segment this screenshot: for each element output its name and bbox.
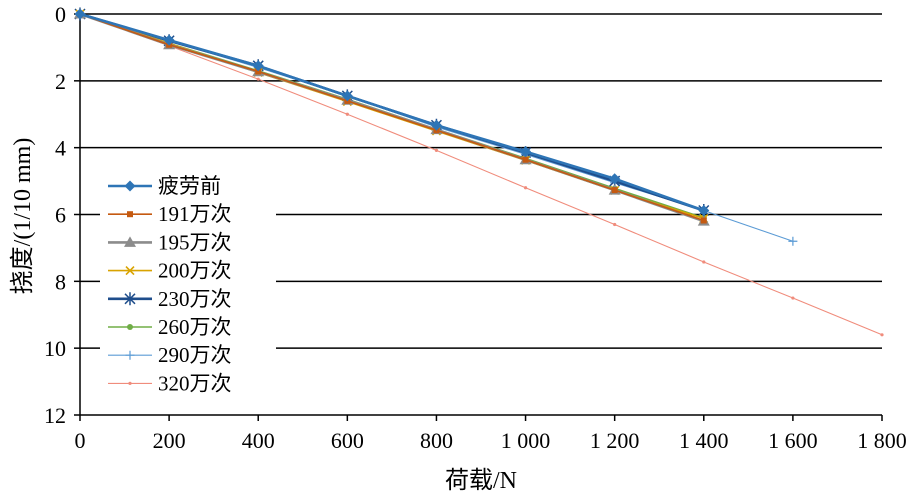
series-8-point	[256, 77, 260, 81]
legend-label: 200万次	[158, 259, 232, 283]
series-1-point	[609, 173, 621, 185]
legend-label: 290万次	[158, 343, 232, 367]
series-2-point	[700, 217, 707, 224]
series-8-point	[702, 260, 706, 264]
x-tick-label: 1 600	[768, 428, 818, 453]
x-axis-title: 荷载/N	[445, 467, 517, 494]
y-axis-title: 挠度/(1/10 mm)	[9, 138, 36, 295]
series-8-point	[523, 186, 528, 190]
series-8-point	[791, 296, 795, 300]
legend-swatch-marker	[125, 266, 135, 276]
series-1-line	[79, 12, 705, 212]
legend-label: 320万次	[158, 371, 232, 395]
legend-label: 191万次	[158, 202, 232, 226]
legend-label: 230万次	[158, 287, 232, 311]
series-1-point	[341, 90, 353, 102]
series-1	[74, 8, 710, 216]
legend-item-7: 290万次	[108, 343, 232, 367]
series-1-point	[252, 60, 264, 72]
series-1-point	[520, 146, 532, 158]
series-2-point	[522, 156, 529, 163]
series-8-point	[345, 112, 349, 116]
x-tick-label: 800	[420, 428, 453, 453]
series-1-point	[74, 8, 86, 20]
x-tick-label: 1 200	[590, 428, 640, 453]
y-tick-label: 10	[44, 336, 66, 361]
series-2-point	[611, 187, 618, 194]
y-tick-label: 12	[44, 403, 66, 428]
series-1-point	[698, 204, 710, 216]
series-8-point	[880, 333, 884, 337]
x-tick-label: 1 400	[679, 428, 729, 453]
series-1-point	[430, 119, 442, 131]
legend-item-8: 320万次	[108, 371, 232, 395]
series-7-point	[788, 236, 798, 246]
y-tick-label: 2	[55, 69, 66, 94]
x-tick-label: 400	[242, 428, 275, 453]
legend-item-5: 230万次	[108, 287, 232, 311]
series-8-point	[613, 222, 617, 227]
legend-swatch-marker	[125, 350, 135, 360]
y-tick-label: 0	[55, 2, 66, 27]
y-axis-ticks: 0 2 4 6 8 10 12	[44, 2, 80, 428]
legend-swatch-marker	[124, 180, 136, 192]
series-layer	[74, 7, 884, 337]
legend-swatch-marker	[127, 211, 133, 218]
series-2-line	[79, 13, 705, 222]
legend-item-2: 191万次	[108, 202, 232, 226]
legend-swatch-marker	[124, 292, 136, 306]
x-tick-label: 1 000	[501, 428, 551, 453]
legend-item-3: 195万次	[108, 230, 232, 254]
series-8-line	[79, 13, 883, 336]
series-2-point	[255, 68, 262, 75]
x-tick-label: 0	[75, 428, 86, 453]
series-1-point	[163, 34, 175, 46]
legend: 疲劳前 191万次 195万次 200万次 230万次 260万次 290万次 320万次	[100, 171, 276, 397]
legend-label: 260万次	[158, 315, 232, 339]
legend-background	[100, 171, 276, 397]
y-tick-label: 4	[55, 136, 66, 161]
legend-item-4: 200万次	[108, 259, 232, 283]
legend-item-6: 260万次	[108, 315, 232, 339]
y-tick-label: 8	[55, 269, 66, 294]
legend-item-1: 疲劳前	[108, 174, 221, 198]
x-tick-label: 600	[331, 428, 364, 453]
y-tick-label: 6	[55, 203, 66, 228]
legend-label: 疲劳前	[158, 174, 221, 198]
series-8-point	[434, 148, 439, 152]
legend-label: 195万次	[158, 230, 232, 254]
x-tick-label: 1 800	[857, 428, 907, 453]
legend-swatch-marker	[124, 236, 136, 247]
legend-swatch-marker	[128, 381, 132, 385]
x-axis-ticks: 0 200 400 600 800 1 000 1 200 1 400 1 600 1 800	[75, 415, 907, 453]
x-tick-label: 200	[153, 428, 186, 453]
legend-swatch-marker	[127, 324, 133, 330]
